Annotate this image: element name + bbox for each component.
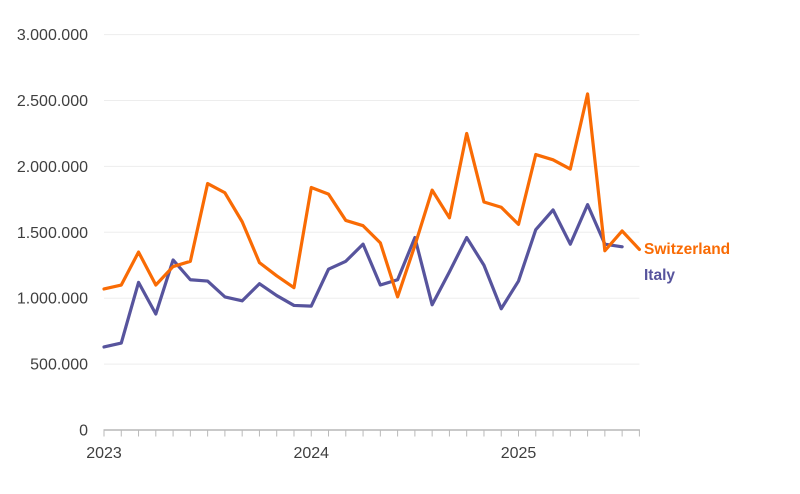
- y-axis-tick-label: 3.000.000: [17, 27, 88, 44]
- y-axis-tick-label: 1.000.000: [17, 291, 88, 308]
- y-axis-tick-label: 500.000: [30, 357, 88, 374]
- series-line-italy: [102, 203, 624, 349]
- y-axis-tick-label: 2.500.000: [17, 93, 88, 110]
- series-line-switzerland: [102, 92, 642, 299]
- y-axis-tick-label: 0: [79, 423, 88, 440]
- x-axis-year-label: 2025: [501, 445, 537, 462]
- legend-label-italy: Italy: [644, 267, 675, 284]
- y-axis-tick-label: 2.000.000: [17, 159, 88, 176]
- x-axis-year-label: 2023: [86, 445, 122, 462]
- x-axis-year-label: 2024: [293, 445, 329, 462]
- legend-label-switzerland: Switzerland: [644, 241, 730, 258]
- y-axis-tick-label: 1.500.000: [17, 225, 88, 242]
